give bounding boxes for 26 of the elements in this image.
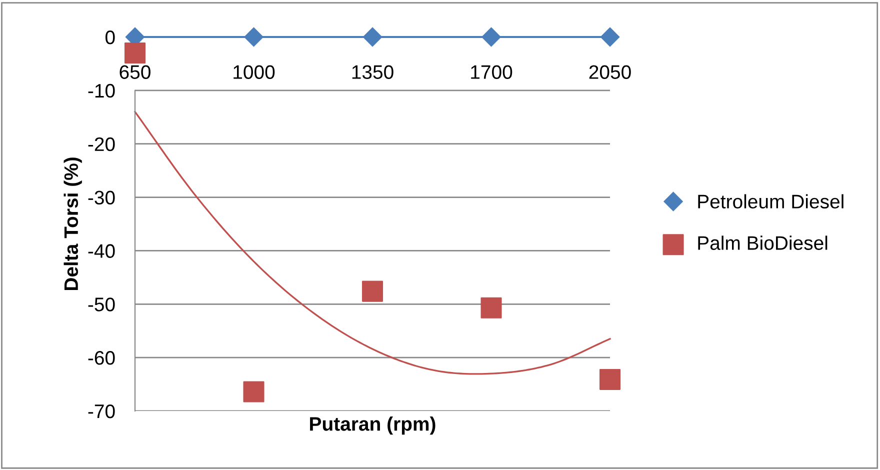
y-axis-title: Delta Torsi (%) [64, 158, 82, 290]
y-tick-label: -30 [88, 190, 115, 205]
y-tick-label: -10 [88, 84, 115, 98]
point [362, 280, 384, 302]
x-tick-label: 1700 [471, 65, 512, 79]
y-tick-label: -40 [88, 244, 115, 258]
point [482, 27, 501, 47]
x-tick-label: 650 [120, 65, 150, 79]
point [124, 42, 146, 64]
point [243, 381, 264, 402]
y-tick-label: -50 [88, 298, 115, 312]
point [480, 297, 502, 318]
x-tick-label: 1350 [352, 65, 394, 79]
legend-label: Petroleum Diesel [698, 194, 844, 208]
point [362, 27, 382, 47]
y-tick-label: -70 [88, 404, 115, 418]
legend-label: Palm BioDiesel [698, 236, 828, 250]
x-axis-title: Putaran (rpm) [310, 416, 436, 435]
y-tick-label: 0 [106, 30, 115, 44]
x-tick-label: 1000 [234, 65, 275, 79]
point [600, 27, 620, 47]
x-tick-label: 2050 [589, 65, 631, 79]
point [244, 27, 264, 47]
y-tick-label: -20 [88, 137, 115, 152]
y-tick-label: -60 [88, 351, 115, 365]
point [599, 368, 621, 390]
